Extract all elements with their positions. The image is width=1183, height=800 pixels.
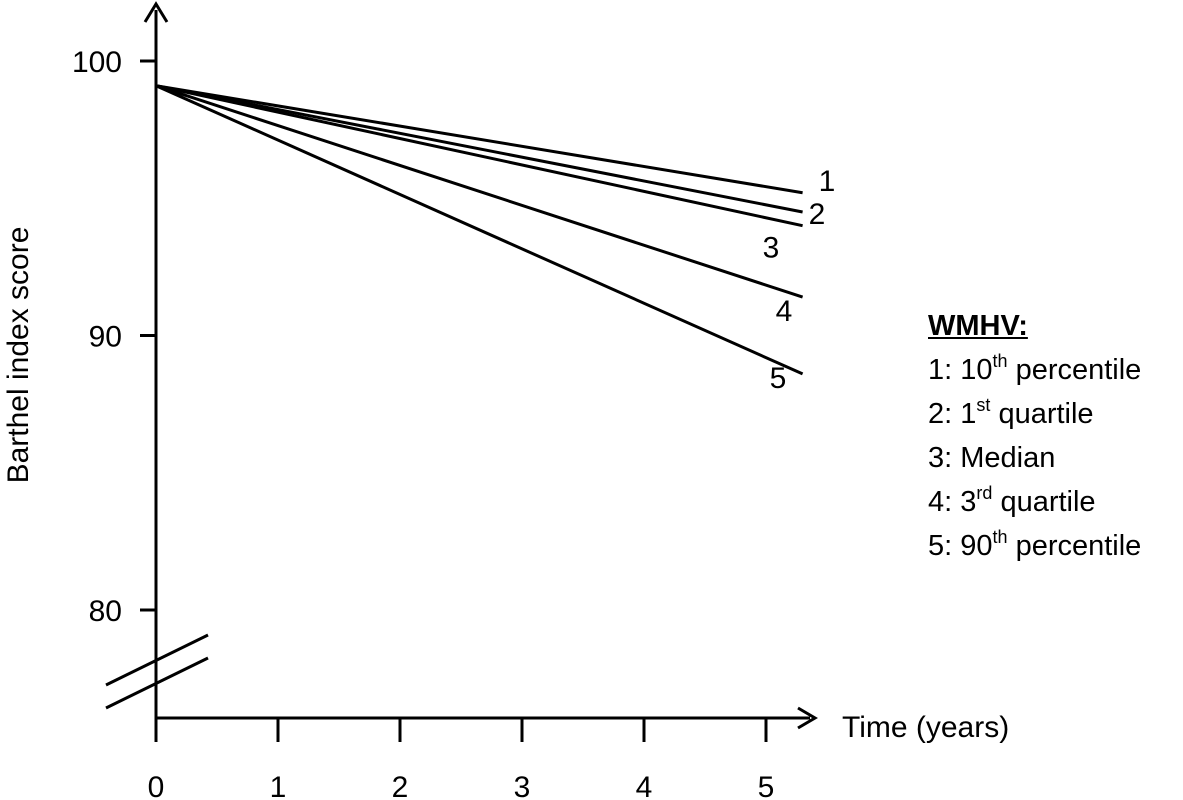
series-line-2 — [155, 84, 803, 214]
series-line-1 — [155, 84, 803, 195]
y-tick-label: 80 — [89, 595, 122, 628]
axis-break-mark — [105, 656, 209, 710]
y-axis-arrow-icon — [143, 1, 169, 23]
series-line-4 — [155, 84, 804, 299]
legend-entry-1: 1: 10th percentile — [928, 351, 1142, 386]
x-axis-title: Time (years) — [842, 711, 1009, 744]
legend-entry-2: 2: 1st quartile — [928, 395, 1094, 430]
x-tick-label: 0 — [148, 771, 165, 800]
legend-entry-4: 4: 3rd quartile — [928, 483, 1096, 518]
legend-entry-3: 3: Median — [928, 442, 1056, 474]
series-label-3: 3 — [763, 232, 780, 265]
y-tick-label: 90 — [89, 321, 122, 354]
series-label-2: 2 — [809, 198, 826, 231]
series-line-3 — [155, 84, 803, 228]
legend-title: WMHV: — [928, 310, 1028, 342]
series-line-5 — [155, 84, 804, 376]
series-label-4: 4 — [776, 295, 793, 328]
y-axis-title: Barthel index score — [2, 227, 35, 484]
x-tick-label: 4 — [636, 771, 653, 800]
legend-entry-5: 5: 90th percentile — [928, 527, 1142, 562]
y-tick-label: 100 — [72, 46, 122, 79]
x-tick-label: 5 — [758, 771, 775, 800]
x-axis-arrow-icon — [797, 706, 818, 730]
series-label-5: 5 — [770, 362, 787, 395]
x-tick-label: 2 — [392, 771, 409, 800]
legend: WMHV: 1: 10th percentile 2: 1st quartile… — [928, 304, 1141, 568]
axis-break-mark — [105, 633, 209, 687]
series-label-1: 1 — [819, 165, 836, 198]
x-tick-label: 1 — [270, 771, 287, 800]
x-tick-label: 3 — [514, 771, 531, 800]
